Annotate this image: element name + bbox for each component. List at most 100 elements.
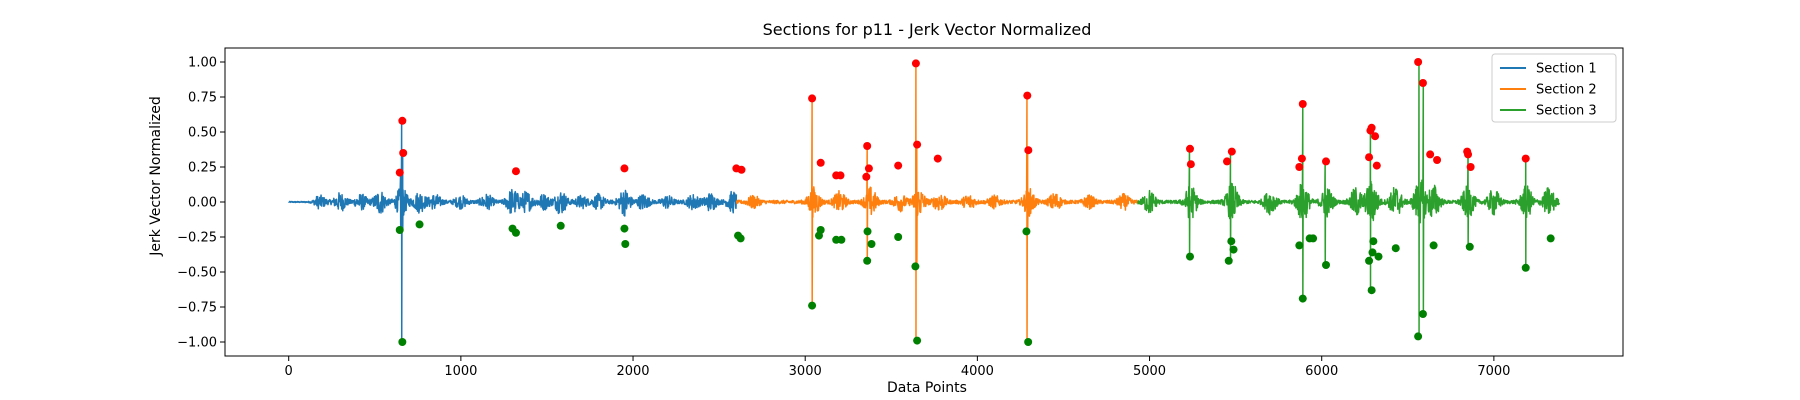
x-tick-label-1: 1000	[444, 364, 477, 379]
min-marker-9	[736, 234, 745, 243]
min-marker-16	[863, 227, 872, 236]
min-marker-18	[894, 233, 903, 241]
min-marker-4	[511, 228, 520, 237]
max-marker-24	[1295, 163, 1304, 171]
min-marker-42	[1521, 263, 1530, 272]
y-tick-label-6: 0.50	[188, 126, 217, 141]
y-tick-label-4: 0.00	[188, 196, 217, 211]
max-marker-13	[864, 164, 873, 173]
min-marker-38	[1414, 332, 1423, 341]
x-axis-label: Data Points	[887, 380, 967, 396]
y-tick-label-3: −0.25	[177, 231, 217, 246]
min-marker-25	[1227, 237, 1236, 246]
plot-area	[288, 58, 1561, 346]
min-marker-10	[808, 301, 817, 310]
max-marker-19	[1024, 146, 1033, 155]
min-marker-23	[1185, 252, 1194, 261]
max-marker-32	[1372, 161, 1381, 170]
min-marker-20	[913, 336, 922, 345]
max-marker-0	[395, 168, 404, 177]
legend-label-2: Section 2	[1536, 83, 1597, 98]
max-marker-31	[1371, 132, 1380, 141]
max-marker-17	[933, 154, 942, 163]
max-marker-8	[816, 158, 825, 167]
max-marker-3	[511, 167, 520, 176]
min-marker-43	[1546, 234, 1555, 243]
max-marker-36	[1433, 156, 1442, 164]
legend-label-1: Section 1	[1536, 62, 1597, 77]
x-tick-label-5: 5000	[1133, 364, 1166, 379]
min-marker-37	[1391, 244, 1400, 253]
min-marker-26	[1229, 245, 1238, 254]
max-marker-38	[1464, 150, 1473, 159]
max-marker-14	[894, 161, 903, 170]
y-axis-label: Jerk Vector Normalized	[148, 96, 164, 257]
min-marker-6	[620, 224, 629, 233]
min-marker-17	[867, 240, 876, 248]
max-marker-15	[911, 59, 920, 68]
min-marker-0	[395, 226, 404, 234]
min-marker-34	[1368, 248, 1377, 257]
min-marker-1	[398, 338, 407, 346]
min-marker-7	[621, 240, 630, 248]
max-marker-18	[1023, 91, 1032, 100]
max-marker-22	[1223, 157, 1232, 166]
min-marker-12	[816, 226, 825, 234]
y-tick-label-8: 1.00	[188, 56, 217, 71]
min-marker-33	[1367, 286, 1376, 295]
min-marker-36	[1374, 252, 1383, 261]
min-marker-39	[1418, 310, 1427, 318]
min-marker-19	[911, 262, 920, 271]
max-marker-20	[1185, 144, 1194, 153]
y-tick-label-7: 0.75	[188, 91, 217, 106]
max-marker-28	[1365, 153, 1374, 162]
min-marker-15	[863, 256, 872, 265]
y-tick-label-5: 0.25	[188, 161, 217, 176]
max-marker-33	[1414, 58, 1423, 66]
min-marker-31	[1322, 261, 1331, 269]
x-tick-label-3: 3000	[789, 364, 822, 379]
legend-box	[1491, 53, 1617, 123]
max-marker-10	[836, 171, 845, 180]
chart-title: Sections for p11 - Jerk Vector Normalize…	[763, 20, 1092, 39]
x-tick-label-7: 7000	[1477, 364, 1510, 379]
legend: Section 1 Section 2 Section 3	[1491, 53, 1617, 123]
min-marker-5	[556, 221, 565, 230]
max-marker-25	[1297, 154, 1306, 163]
max-marker-30	[1367, 123, 1376, 132]
min-marker-35	[1369, 237, 1378, 246]
max-marker-39	[1466, 163, 1475, 171]
x-tick-label-2: 2000	[616, 364, 649, 379]
max-marker-2	[399, 149, 408, 157]
max-marker-11	[862, 172, 871, 181]
y-tick-label-1: −0.75	[177, 301, 217, 316]
min-marker-24	[1224, 256, 1233, 265]
max-marker-21	[1186, 160, 1195, 169]
x-tick-label-6: 6000	[1305, 364, 1338, 379]
max-marker-7	[808, 94, 817, 103]
max-marker-40	[1521, 154, 1530, 163]
series-line-3	[1137, 61, 1561, 338]
max-marker-1	[398, 116, 407, 125]
x-tick-label-0: 0	[285, 364, 293, 379]
min-marker-22	[1024, 338, 1033, 346]
min-marker-21	[1022, 227, 1031, 236]
max-marker-12	[863, 142, 872, 150]
y-tick-label-0: −1.00	[177, 336, 217, 351]
y-tick-label-2: −0.50	[177, 266, 217, 281]
axes: 0 1000 2000 3000 4000 5000 6000 7000 −1.00 −0.75 −…	[177, 47, 1624, 379]
x-tick-label-4: 4000	[961, 364, 994, 379]
max-marker-26	[1298, 100, 1307, 108]
min-marker-2	[415, 220, 424, 229]
series-line-1	[288, 120, 738, 343]
min-marker-30	[1309, 234, 1318, 243]
max-marker-34	[1418, 79, 1427, 87]
max-marker-27	[1322, 157, 1331, 166]
legend-label-3: Section 3	[1536, 104, 1597, 119]
max-marker-16	[913, 140, 922, 149]
plot-clip-group	[288, 58, 1561, 346]
series-line-2	[735, 62, 1139, 343]
min-marker-32	[1365, 256, 1374, 265]
